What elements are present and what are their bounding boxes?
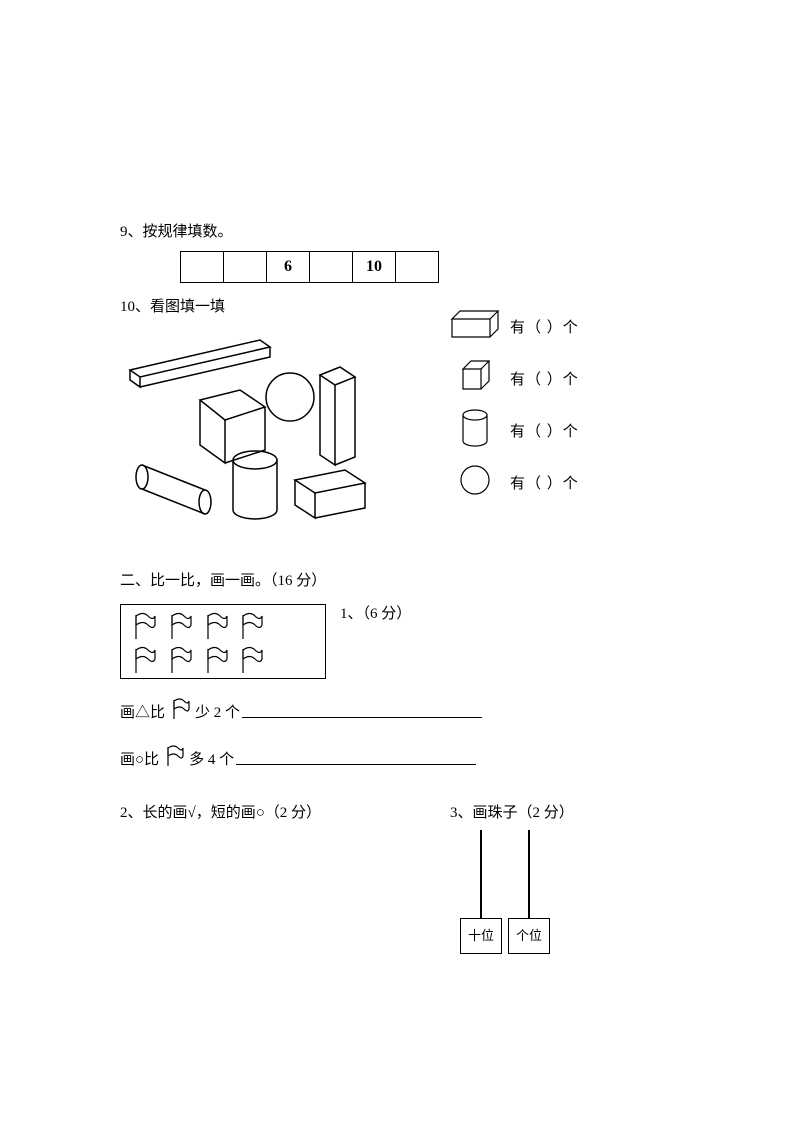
sphere-icon (440, 462, 510, 503)
seq-cell[interactable] (396, 252, 439, 283)
cylinder-icon (440, 407, 510, 454)
line1-prefix: 画△比 (120, 701, 165, 722)
shape-row-sphere: 有（ ）个 (440, 456, 579, 508)
abacus-rod-tens (480, 830, 482, 920)
abacus-label-ones: 个位 (508, 918, 550, 954)
shape-count-list: 有（ ）个 有（ ）个 (440, 300, 579, 508)
flag-icon (131, 611, 157, 645)
count-text[interactable]: 有（ ）个 (510, 368, 579, 389)
flag-icon (167, 611, 193, 645)
flag-row (131, 611, 315, 645)
abacus-label-tens: 十位 (460, 918, 502, 954)
seq-cell[interactable] (181, 252, 224, 283)
question-2-3: 3、画珠子（2 分） 十位 个位 (450, 801, 574, 960)
line1-suffix: 少 2 个 (195, 701, 240, 722)
flag-icon (203, 645, 229, 679)
shapes-diagram (120, 325, 380, 535)
sequence-table: 6 10 (180, 251, 439, 283)
q2-3-label: 3、画珠子（2 分） (450, 805, 574, 821)
count-text[interactable]: 有（ ）个 (510, 420, 579, 441)
flag-icon (238, 645, 264, 679)
seq-cell[interactable] (224, 252, 267, 283)
flags-box (120, 604, 326, 679)
line2-suffix: 多 4 个 (189, 748, 234, 769)
q9-label: 9、按规律填数。 (120, 224, 233, 240)
line2-prefix: 画○比 (120, 748, 159, 769)
fill-line-circle: 画○比 多 4 个 (120, 744, 673, 773)
count-text[interactable]: 有（ ）个 (510, 472, 579, 493)
answer-line[interactable] (242, 705, 482, 718)
question-10: 10、看图填一填 (120, 295, 673, 555)
answer-line[interactable] (236, 752, 476, 765)
q2-1-label: 1、（6 分） (340, 602, 411, 623)
abacus: 十位 个位 (450, 830, 570, 960)
q10-label: 10、看图填一填 (120, 299, 225, 315)
section-2-title: 二、比一比，画一画。（16 分） (120, 569, 673, 590)
question-2-2: 2、长的画√，短的画○（2 分） (120, 801, 450, 960)
flag-icon (167, 645, 193, 679)
seq-cell[interactable] (310, 252, 353, 283)
question-9: 9、按规律填数。 6 10 (120, 220, 673, 283)
q2-q3-row: 2、长的画√，短的画○（2 分） 3、画珠子（2 分） 十位 个位 (120, 801, 673, 960)
count-text[interactable]: 有（ ）个 (510, 316, 579, 337)
flag-icon (131, 645, 157, 679)
cube-icon (440, 357, 510, 400)
page: 9、按规律填数。 6 10 10、看图填一填 (0, 0, 793, 1122)
question-2-1: 1、（6 分） 画△比 少 2 个 画○比 (120, 604, 673, 773)
flag-icon (238, 611, 264, 645)
flag-row (131, 645, 315, 679)
fill-line-triangle: 画△比 少 2 个 (120, 697, 673, 726)
abacus-rod-ones (528, 830, 530, 920)
flag-icon (163, 744, 185, 773)
shape-row-cuboid: 有（ ）个 (440, 300, 579, 352)
shape-row-cylinder: 有（ ）个 (440, 404, 579, 456)
seq-cell: 10 (353, 252, 396, 283)
q2-2-label: 2、长的画√，短的画○（2 分） (120, 805, 321, 821)
cuboid-icon (440, 307, 510, 346)
seq-cell: 6 (267, 252, 310, 283)
flag-icon (169, 697, 191, 726)
flag-icon (203, 611, 229, 645)
shape-row-cube: 有（ ）个 (440, 352, 579, 404)
